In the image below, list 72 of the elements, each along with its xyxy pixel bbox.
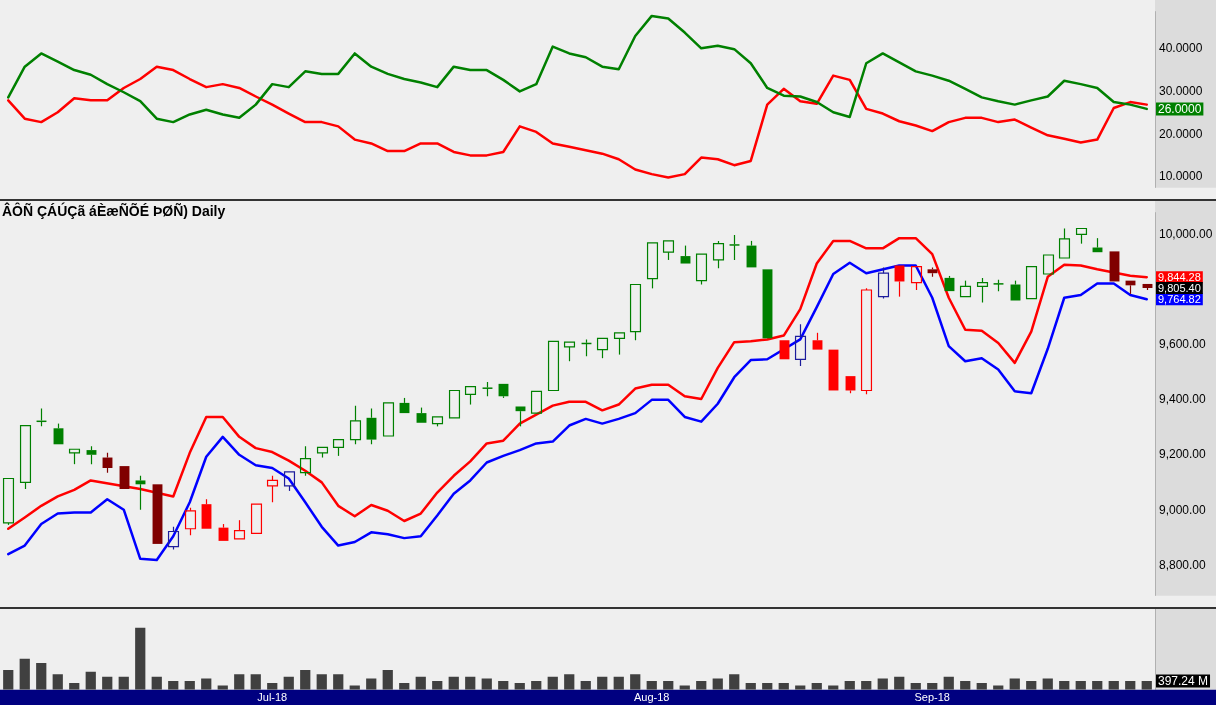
bar bbox=[597, 676, 608, 690]
bar bbox=[1026, 681, 1037, 690]
bar bbox=[151, 676, 162, 690]
x-tick-label: Sep-18 bbox=[914, 691, 950, 704]
y-tick-label: 20.0000 bbox=[1159, 126, 1203, 141]
bar bbox=[118, 676, 129, 690]
bar bbox=[1125, 681, 1136, 690]
x-tick-label: Jul-18 bbox=[257, 691, 288, 704]
bar bbox=[432, 681, 443, 690]
bar bbox=[283, 676, 294, 690]
bar bbox=[19, 658, 30, 690]
bar bbox=[316, 674, 327, 690]
bar bbox=[861, 681, 872, 690]
candlestick bbox=[976, 277, 989, 304]
chart-title: ÂÔÑ ÇÁÚÇã áÈæÑÕÉ ÞØÑ) Daily bbox=[2, 201, 226, 219]
bar bbox=[564, 674, 575, 690]
bar bbox=[465, 676, 476, 690]
bar bbox=[894, 676, 905, 690]
text: 9,764.82 bbox=[1158, 292, 1201, 305]
bar bbox=[102, 676, 113, 690]
candlestick bbox=[266, 475, 279, 503]
y-tick-label: 30.0000 bbox=[1159, 84, 1203, 99]
y-tick-label: 9,000.00 bbox=[1159, 502, 1207, 517]
text: 397.24 M bbox=[1158, 673, 1209, 688]
bar bbox=[960, 681, 971, 690]
bar bbox=[250, 674, 261, 690]
x-tick-label: Aug-18 bbox=[634, 691, 670, 704]
bar bbox=[844, 681, 855, 690]
text: 9,844.28 bbox=[1158, 270, 1201, 283]
y-tick-label: 9,600.00 bbox=[1159, 336, 1207, 351]
bar bbox=[1075, 681, 1086, 690]
bar bbox=[943, 676, 954, 690]
y-tick-label: 10.0000 bbox=[1159, 169, 1203, 184]
bar bbox=[300, 669, 311, 690]
bar bbox=[52, 674, 63, 690]
bar bbox=[646, 681, 657, 690]
candlestick bbox=[349, 405, 362, 445]
text: 26.0000 bbox=[1158, 101, 1202, 116]
candlestick bbox=[1142, 283, 1153, 291]
bar bbox=[696, 681, 707, 690]
bar bbox=[3, 669, 14, 690]
bar bbox=[498, 681, 509, 690]
bar bbox=[333, 674, 344, 690]
y-tick-label: 9,200.00 bbox=[1159, 447, 1207, 462]
bar bbox=[382, 669, 393, 690]
candlestick bbox=[794, 323, 807, 367]
y-tick-label: 40.0000 bbox=[1159, 41, 1203, 56]
candlestick bbox=[135, 475, 146, 511]
bar bbox=[168, 681, 179, 690]
bar bbox=[234, 674, 245, 690]
bar bbox=[135, 627, 146, 690]
bar bbox=[85, 671, 96, 690]
candlestick bbox=[729, 234, 740, 261]
bar bbox=[1059, 681, 1070, 690]
bar bbox=[547, 676, 558, 690]
y-tick-label: 8,800.00 bbox=[1159, 557, 1207, 572]
bar bbox=[448, 676, 459, 690]
bar bbox=[1092, 681, 1103, 690]
bar bbox=[630, 674, 641, 690]
y-tick-label: 10,000.00 bbox=[1159, 226, 1213, 241]
bar bbox=[1141, 681, 1152, 690]
bar bbox=[580, 681, 591, 690]
text: 9,805.40 bbox=[1158, 281, 1201, 294]
bar bbox=[531, 681, 542, 690]
bar bbox=[663, 681, 674, 690]
bar bbox=[36, 663, 47, 690]
bar bbox=[415, 676, 426, 690]
bar bbox=[184, 681, 195, 690]
y-tick-label: 9,400.00 bbox=[1159, 392, 1207, 407]
bar bbox=[613, 676, 624, 690]
bar bbox=[729, 674, 740, 690]
bar bbox=[1108, 681, 1119, 690]
